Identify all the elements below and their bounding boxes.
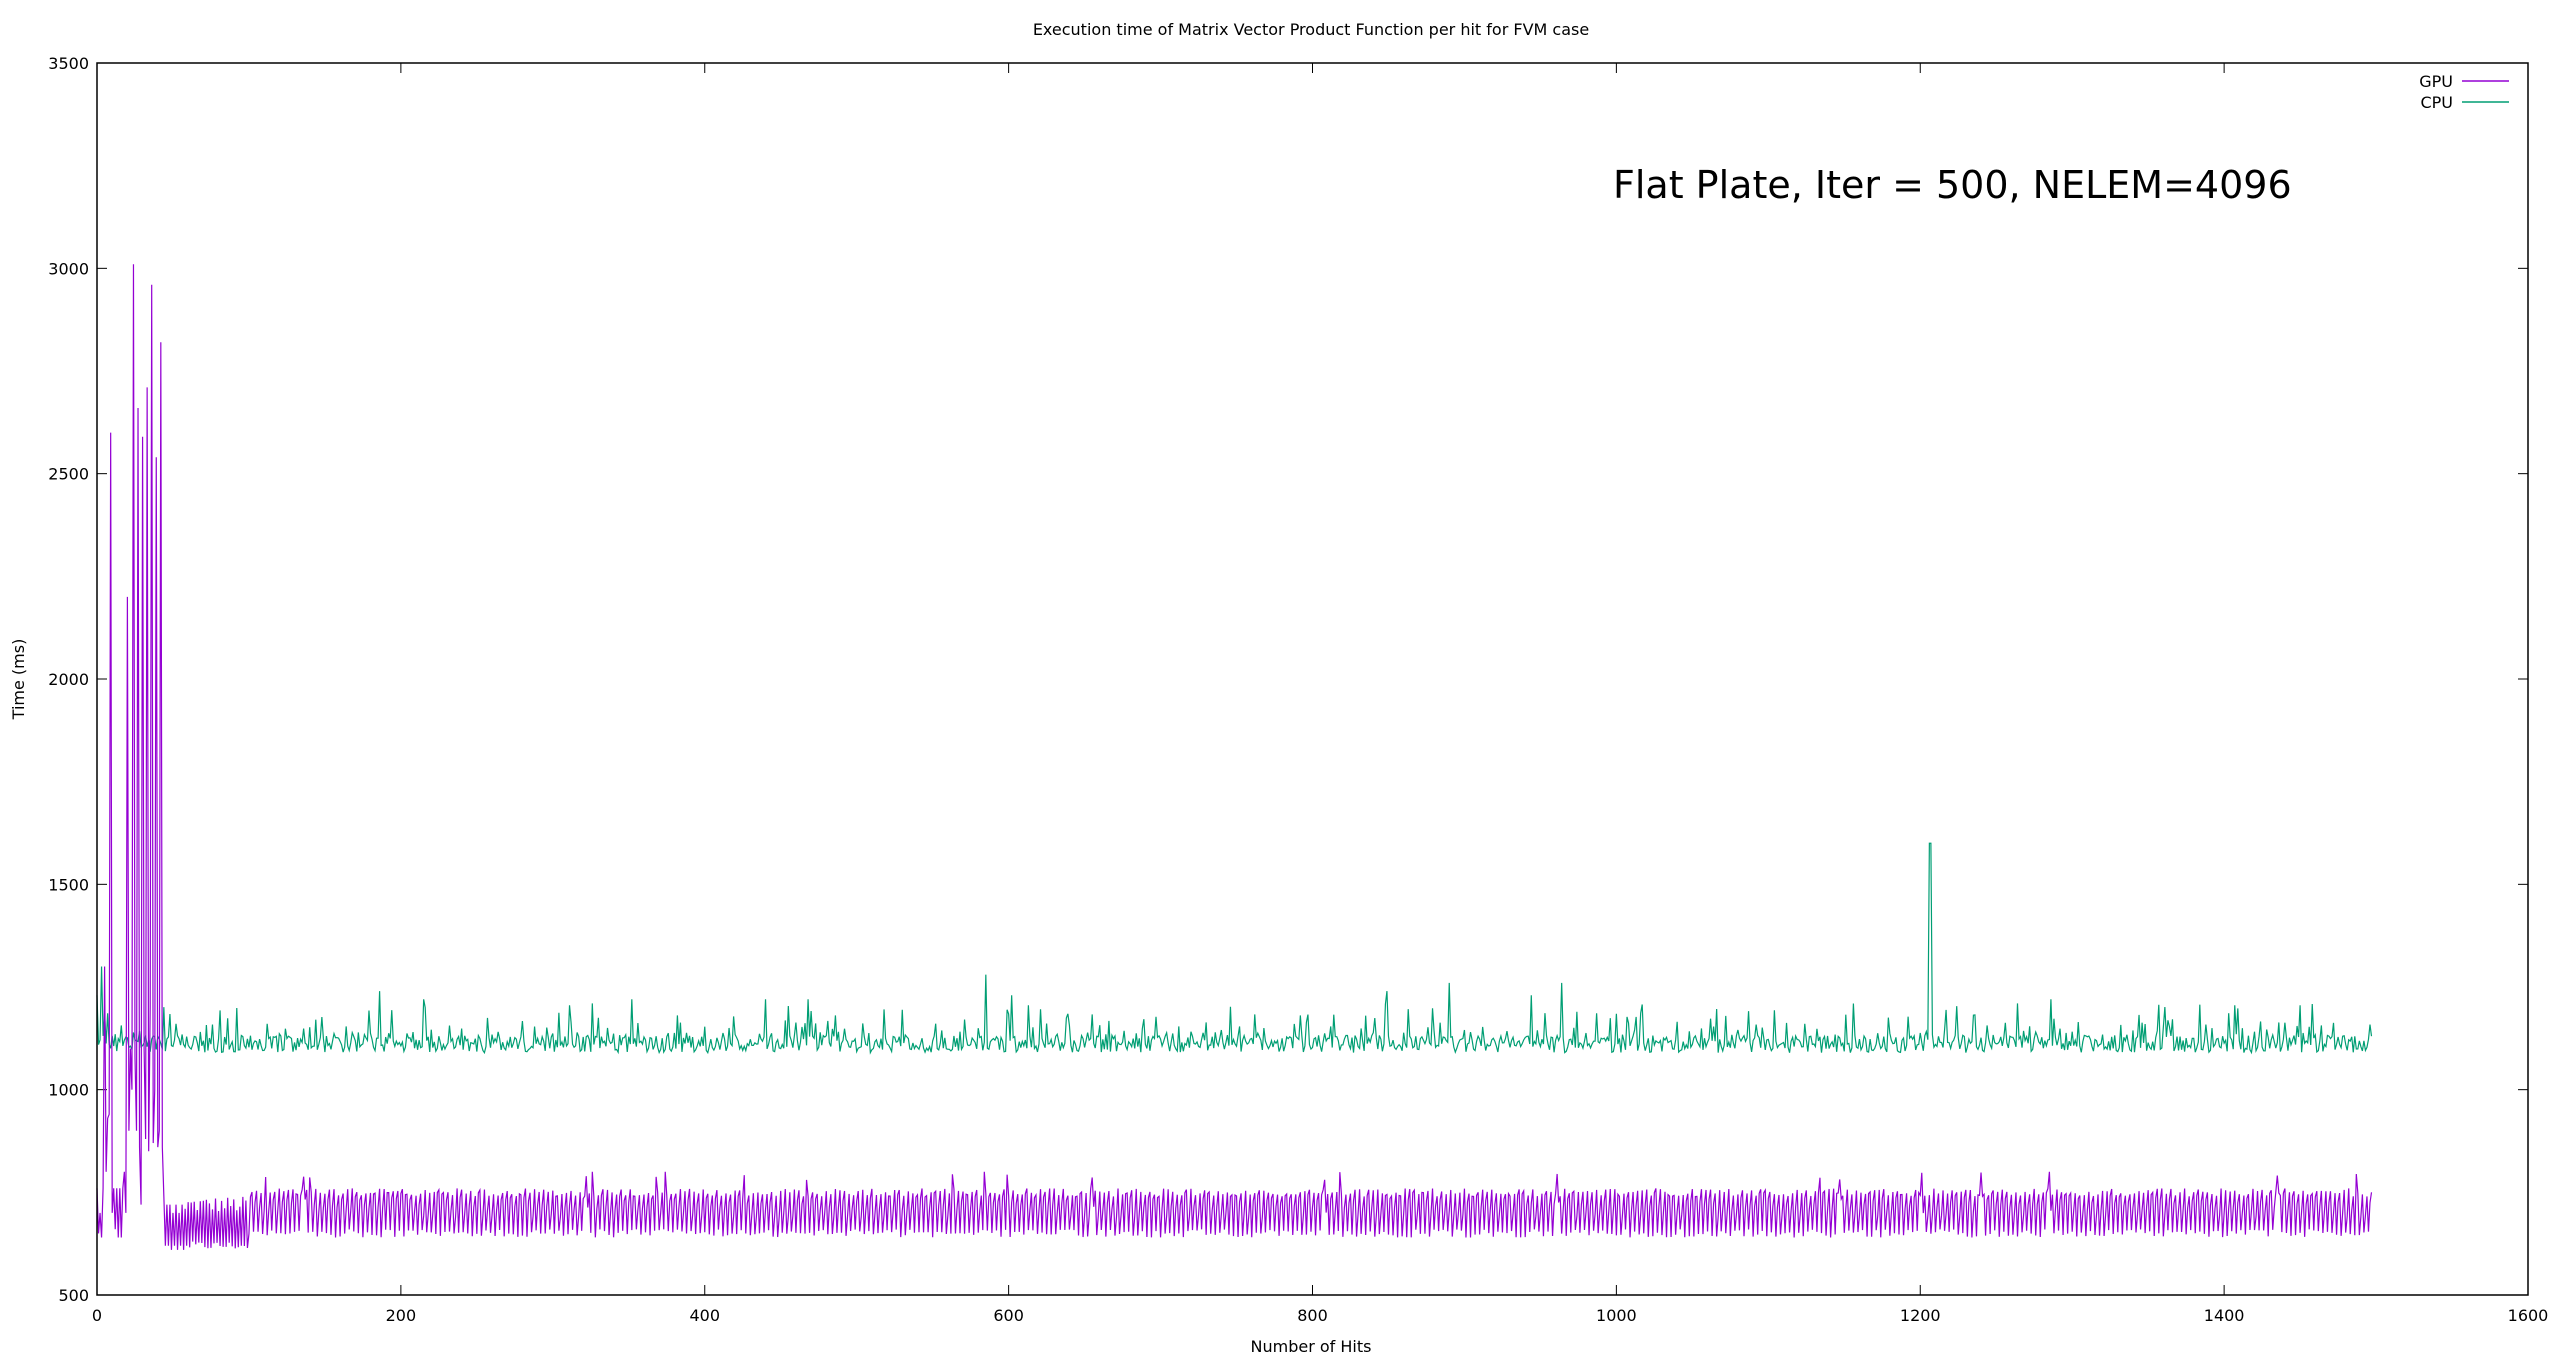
legend-label-cpu: CPU bbox=[2420, 93, 2453, 112]
x-tick-label: 1200 bbox=[1900, 1306, 1941, 1325]
x-tick-label: 1600 bbox=[2508, 1306, 2549, 1325]
plot-frame bbox=[96, 62, 2529, 1296]
x-tick-label: 1400 bbox=[2204, 1306, 2245, 1325]
x-tick-label: 1000 bbox=[1596, 1306, 1637, 1325]
x-tick-label: 200 bbox=[386, 1306, 417, 1325]
x-tick-label: 0 bbox=[92, 1306, 102, 1325]
y-tick-label: 2500 bbox=[48, 465, 89, 484]
legend-label-gpu: GPU bbox=[2419, 72, 2453, 91]
series-line-cpu bbox=[96, 842, 2373, 1055]
y-tick-label: 3500 bbox=[48, 54, 89, 73]
series-lines bbox=[96, 264, 2373, 1250]
chart-title: Execution time of Matrix Vector Product … bbox=[1033, 20, 1589, 39]
y-axis-label: Time (ms) bbox=[9, 639, 28, 721]
y-tick-label: 500 bbox=[58, 1286, 89, 1305]
x-tick-label: 800 bbox=[1297, 1306, 1328, 1325]
x-axis-label: Number of Hits bbox=[1251, 1337, 1372, 1356]
y-tick-label: 3000 bbox=[48, 259, 89, 278]
y-tick-label: 1500 bbox=[48, 875, 89, 894]
series-line-gpu bbox=[96, 264, 2373, 1250]
x-tick-label: 400 bbox=[689, 1306, 720, 1325]
legend: GPU CPU bbox=[2419, 72, 2509, 112]
axis-ticks: 0 200 400 600 800 1000 1200 1400 1600 500 1000 1500… bbox=[48, 54, 2548, 1325]
x-tick-label: 600 bbox=[993, 1306, 1024, 1325]
y-tick-label: 1000 bbox=[48, 1081, 89, 1100]
plot-annotation: Flat Plate, Iter = 500, NELEM=4096 bbox=[1613, 163, 2292, 207]
y-tick-label: 2000 bbox=[48, 670, 89, 689]
